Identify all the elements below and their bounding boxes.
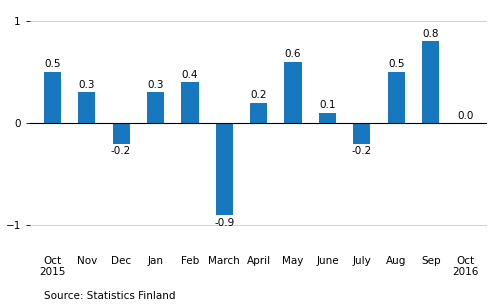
Text: 0.5: 0.5 — [44, 60, 61, 69]
Text: -0.9: -0.9 — [214, 218, 235, 228]
Text: 0.3: 0.3 — [78, 80, 95, 90]
Bar — [147, 92, 164, 123]
Bar — [284, 62, 302, 123]
Bar — [181, 82, 199, 123]
Text: 0.8: 0.8 — [423, 29, 439, 39]
Bar — [78, 92, 95, 123]
Text: 0.0: 0.0 — [457, 111, 473, 121]
Text: 0.3: 0.3 — [147, 80, 164, 90]
Text: -0.2: -0.2 — [352, 146, 372, 156]
Bar — [422, 41, 439, 123]
Bar — [353, 123, 371, 143]
Text: 0.1: 0.1 — [319, 100, 336, 110]
Text: -0.2: -0.2 — [111, 146, 131, 156]
Bar — [319, 113, 336, 123]
Text: 0.6: 0.6 — [285, 49, 301, 59]
Text: 0.4: 0.4 — [181, 70, 198, 80]
Text: 0.5: 0.5 — [388, 60, 405, 69]
Bar — [44, 72, 61, 123]
Bar — [112, 123, 130, 143]
Bar — [387, 72, 405, 123]
Text: 0.2: 0.2 — [250, 90, 267, 100]
Bar — [216, 123, 233, 215]
Text: Source: Statistics Finland: Source: Statistics Finland — [44, 291, 176, 301]
Bar — [250, 103, 267, 123]
